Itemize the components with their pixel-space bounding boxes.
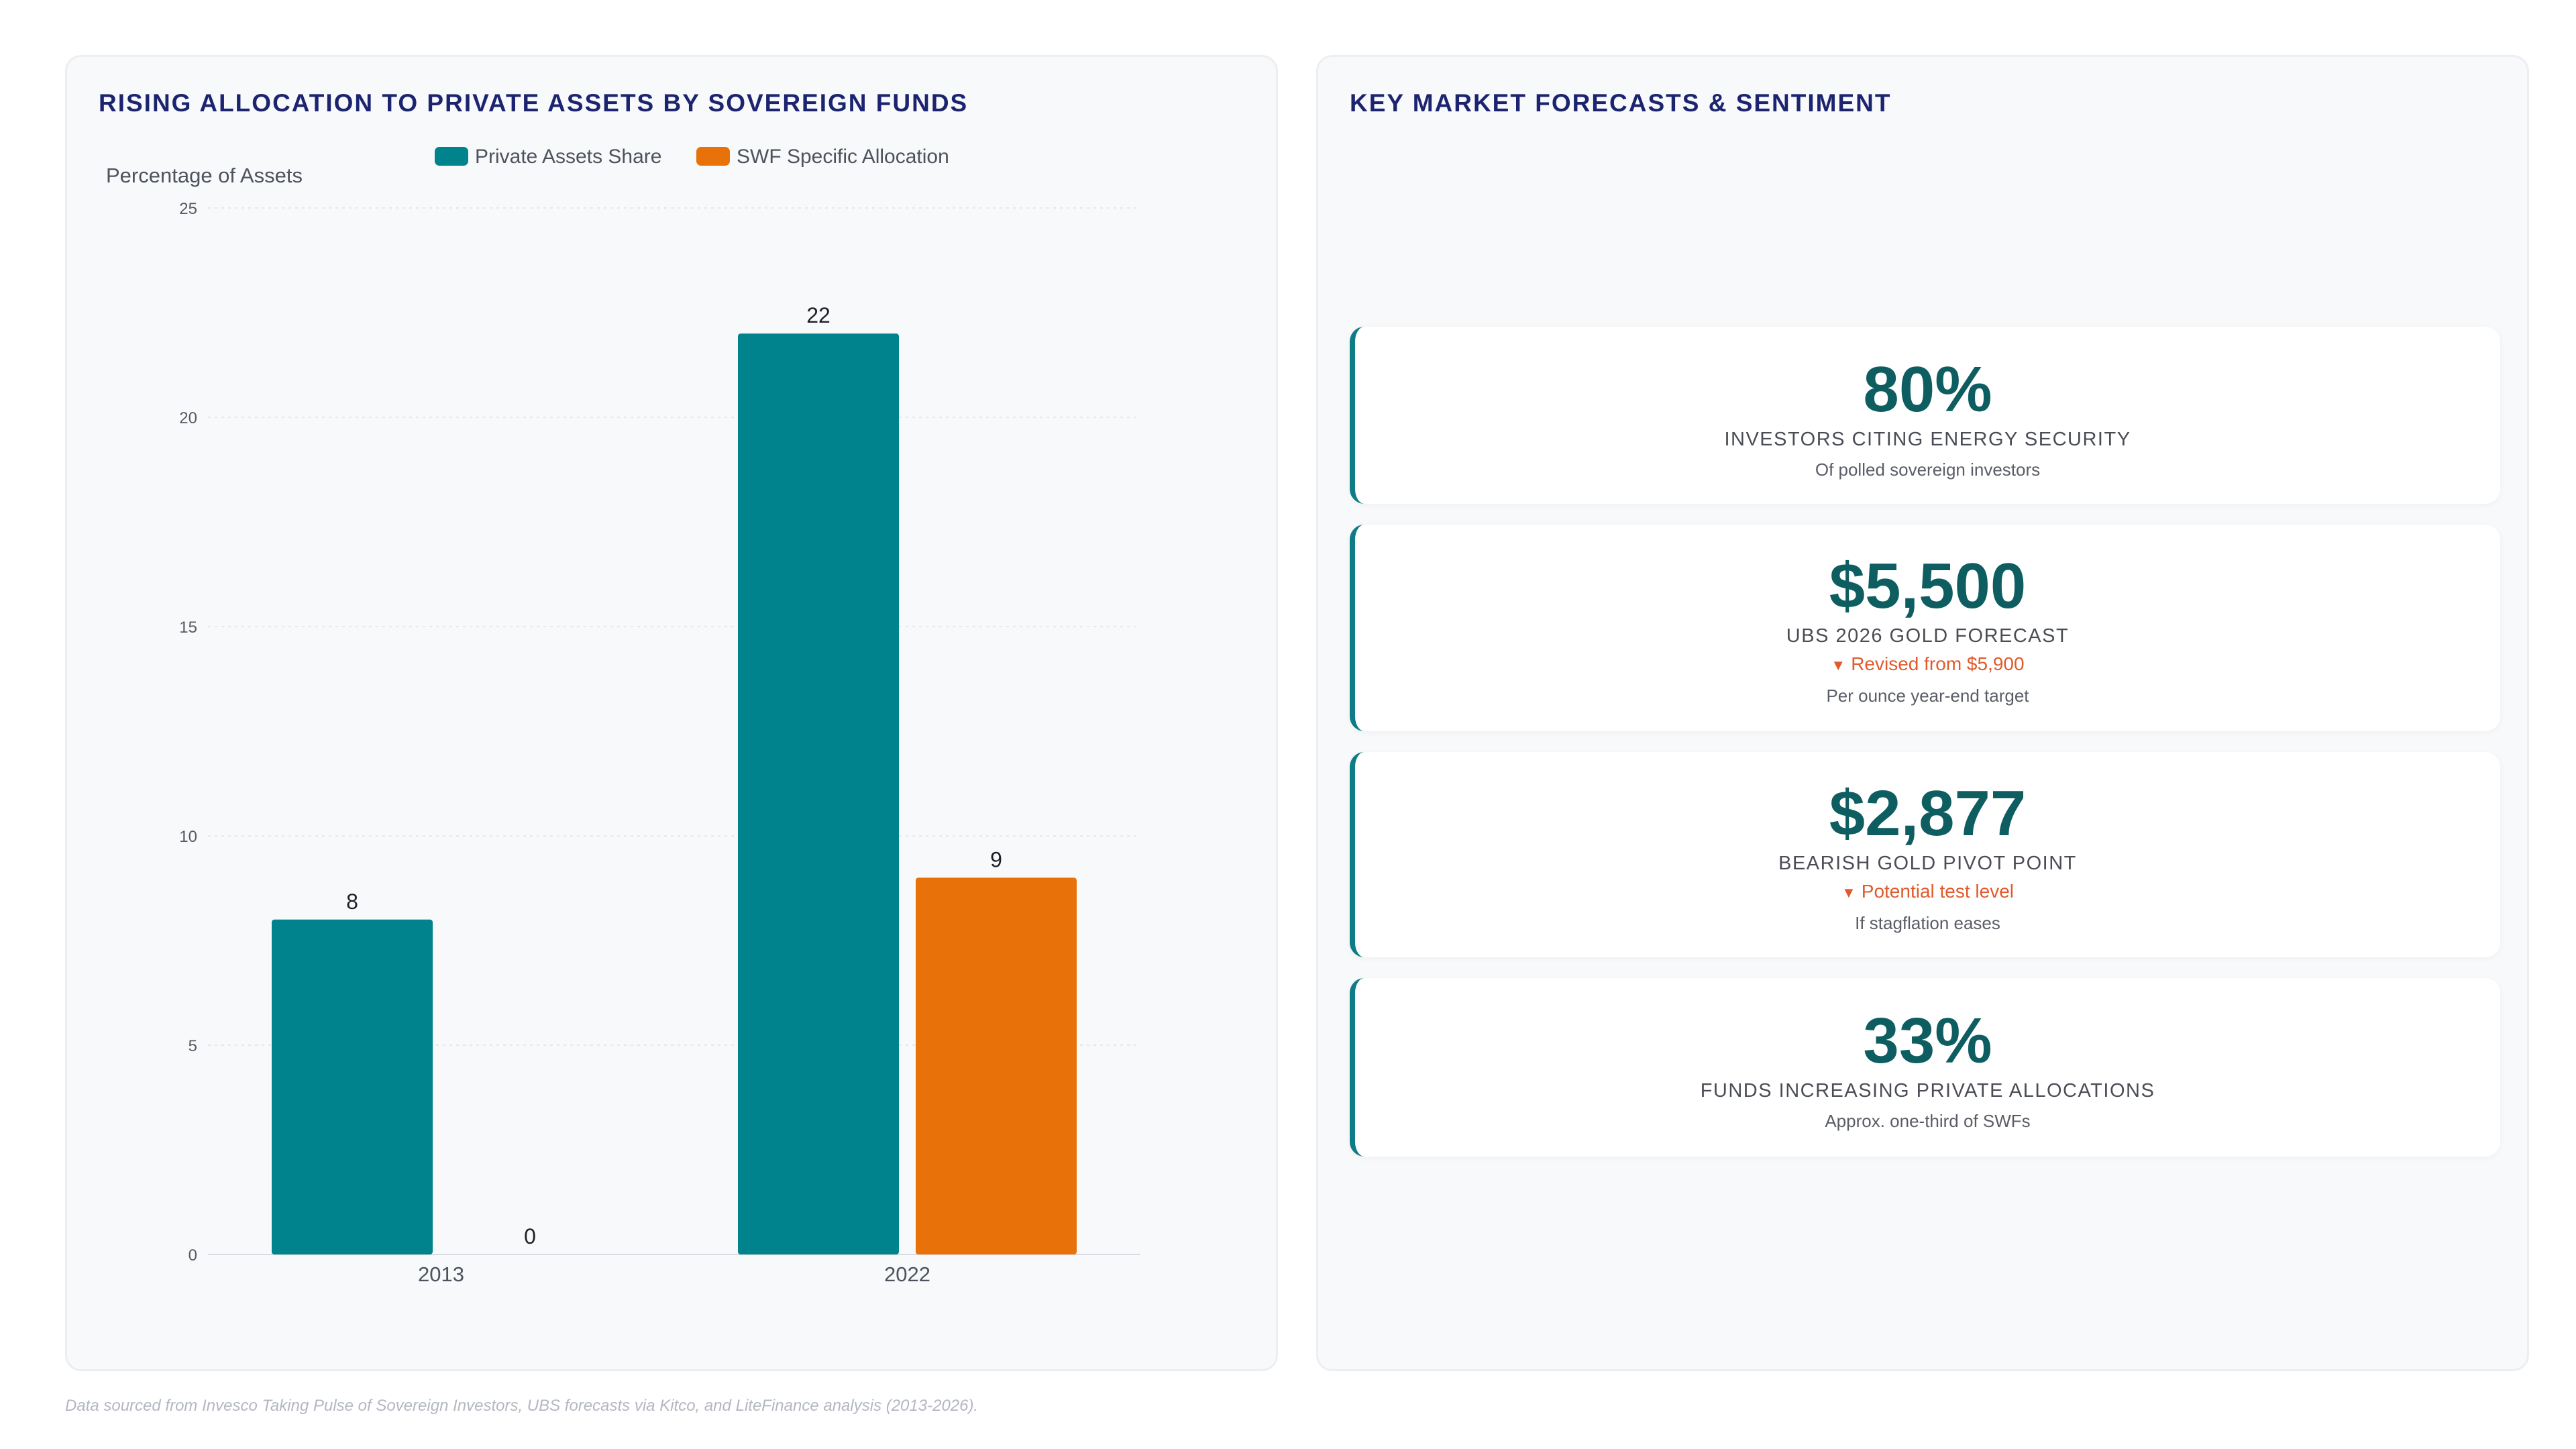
kpi-subtext: Per ounce year-end target — [1826, 686, 2029, 706]
legend-label: Private Assets Share — [475, 146, 661, 168]
kpi-panel: KEY MARKET FORECASTS & SENTIMENT 80% INV… — [1316, 55, 2529, 1371]
y-tick-label: 0 — [189, 1246, 197, 1265]
kpi-value: 33% — [1863, 1005, 1992, 1077]
y-axis-label: Percentage of Assets — [106, 164, 303, 187]
y-tick-label: 15 — [179, 619, 197, 637]
legend-label: SWF Specific Allocation — [737, 146, 949, 168]
kpi-label: BEARISH GOLD PIVOT POINT — [1778, 853, 2077, 874]
kpi-label: INVESTORS CITING ENERGY SECURITY — [1724, 429, 2131, 450]
kpi-subtext: Of polled sovereign investors — [1815, 460, 2041, 480]
kpi-value: $5,500 — [1829, 550, 2027, 622]
triangle-down-icon: ▼ — [1831, 657, 1846, 674]
y-tick-label: 10 — [179, 828, 197, 846]
legend-swatch — [435, 147, 468, 166]
kpi-change-text: Potential test level — [1861, 881, 2015, 902]
kpi-change-text: Revised from $5,900 — [1851, 653, 2025, 674]
kpi-label: UBS 2026 GOLD FORECAST — [1786, 625, 2070, 647]
kpi-panel-title: KEY MARKET FORECASTS & SENTIMENT — [1350, 89, 1892, 117]
bar — [916, 877, 1077, 1254]
legend-swatch — [696, 147, 730, 166]
kpi-change: ▼ Revised from $5,900 — [1355, 653, 2500, 675]
kpi-subtext: Approx. one-third of SWFs — [1825, 1111, 2031, 1131]
x-tick-label: 2013 — [418, 1263, 464, 1286]
bar — [738, 333, 899, 1255]
kpi-value: $2,877 — [1829, 777, 2027, 849]
kpi-card-private-allocations: 33% FUNDS INCREASING PRIVATE ALLOCATIONS… — [1350, 978, 2500, 1157]
footnote: Data sourced from Invesco Taking Pulse o… — [65, 1397, 979, 1415]
data-label: 22 — [806, 303, 830, 327]
triangle-down-icon: ▼ — [1841, 884, 1856, 901]
kpi-card-energy-security: 80% INVESTORS CITING ENERGY SECURITY Of … — [1350, 327, 2500, 504]
data-label: 8 — [346, 890, 358, 914]
bar — [272, 919, 433, 1254]
y-tick-label: 5 — [189, 1037, 197, 1055]
kpi-change: ▼ Potential test level — [1355, 881, 2500, 902]
x-tick-label: 2022 — [884, 1263, 930, 1286]
chart-title: RISING ALLOCATION TO PRIVATE ASSETS BY S… — [99, 89, 969, 117]
chart-panel: RISING ALLOCATION TO PRIVATE ASSETS BY S… — [65, 55, 1278, 1371]
bar-chart: 0 5 10 15 20 25 Percentage of Assets Private As… — [106, 146, 1140, 1286]
kpi-value: 80% — [1863, 354, 1992, 425]
y-tick-label: 20 — [179, 409, 197, 427]
kpi-card-bearish-pivot: $2,877 BEARISH GOLD PIVOT POINT ▼ Potenti… — [1350, 752, 2500, 957]
kpi-card-ubs-gold-forecast: $5,500 UBS 2026 GOLD FORECAST ▼ Revised f… — [1350, 525, 2500, 731]
kpi-label: FUNDS INCREASING PRIVATE ALLOCATIONS — [1700, 1080, 2155, 1102]
data-label: 0 — [524, 1224, 536, 1248]
y-tick-label: 25 — [179, 200, 197, 218]
kpi-subtext: If stagflation eases — [1855, 913, 2000, 933]
data-label: 9 — [990, 847, 1002, 871]
